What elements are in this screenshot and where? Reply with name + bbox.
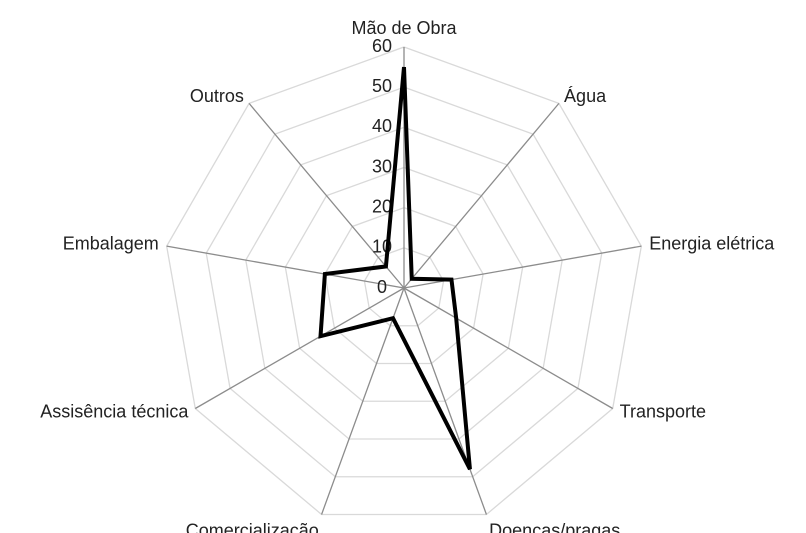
category-label: Outros [190, 86, 244, 106]
axis-line [403, 102, 560, 289]
category-label: Mão de Obra [351, 18, 457, 38]
axis-line [194, 287, 405, 410]
axis-line [320, 287, 405, 515]
category-label: Comercialização [186, 521, 319, 533]
axis-line [248, 102, 405, 289]
category-label: Energia elétrica [649, 234, 775, 254]
category-label: Água [564, 86, 607, 106]
category-label: Doenças/pragas [489, 521, 620, 533]
y-tick-label: 50 [372, 76, 392, 96]
grid-line [165, 46, 643, 516]
y-tick-label: 60 [372, 36, 392, 56]
grid-line [284, 166, 524, 402]
grid-line [205, 86, 603, 478]
category-label: Transporte [620, 401, 706, 421]
axis-line [403, 287, 488, 515]
grid-line [324, 206, 484, 365]
axis-line [403, 245, 642, 289]
category-label: Assisência técnica [40, 401, 189, 421]
series-line [318, 66, 472, 471]
grid-line [245, 126, 563, 440]
category-label: Embalagem [63, 234, 159, 254]
y-tick-label: 0 [377, 277, 387, 297]
y-tick-label: 30 [372, 156, 392, 176]
y-tick-label: 20 [372, 196, 392, 216]
axis-line [403, 287, 614, 410]
y-tick-label: 40 [372, 116, 392, 136]
axis-line [166, 245, 405, 289]
